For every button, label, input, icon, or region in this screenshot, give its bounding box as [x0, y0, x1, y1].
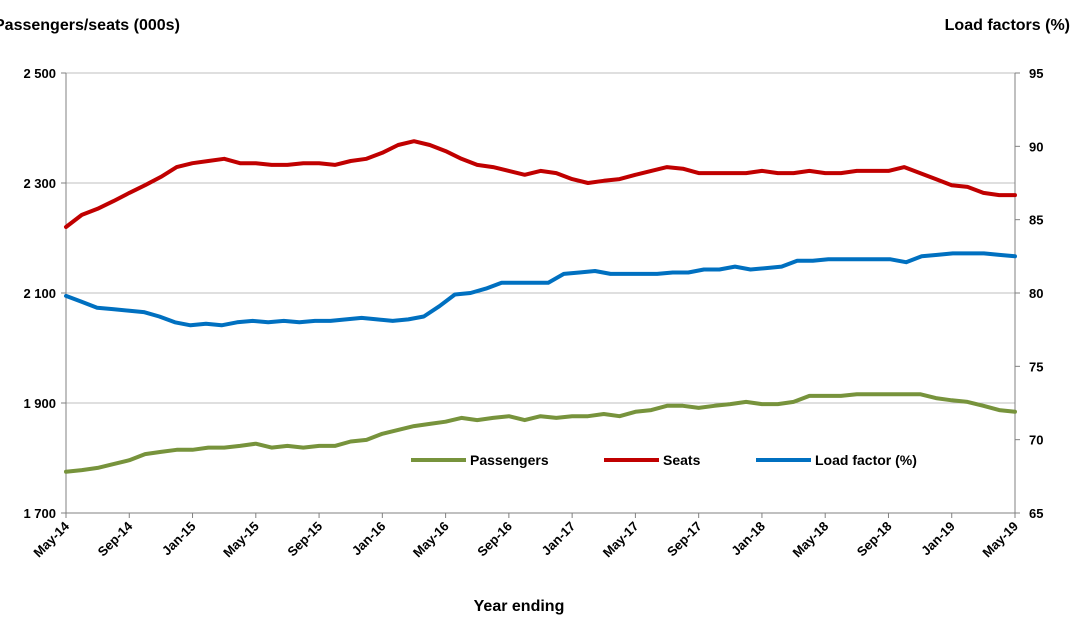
left-tick-label: 1 900	[23, 396, 56, 411]
x-tick-label: May-14	[30, 518, 72, 560]
right-axis-title: Load factors (%)	[945, 17, 1070, 34]
legend-item-load-factor: Load factor (%)	[756, 452, 917, 468]
left-axis-title: Passengers/seats (000s)	[0, 17, 180, 34]
right-tick-label: 65	[1029, 506, 1043, 521]
left-tick-label: 2 100	[23, 286, 56, 301]
series-lines	[64, 139, 1017, 474]
right-tick-label: 75	[1029, 359, 1043, 374]
x-tick-label: May-16	[410, 519, 452, 561]
x-tick-label: May-19	[979, 519, 1021, 561]
x-tick-label: Sep-15	[284, 519, 325, 560]
series-line-load-factor	[64, 251, 1017, 328]
x-tick-label: Sep-17	[664, 519, 705, 560]
x-tick-label: Jan-17	[539, 519, 579, 559]
axes	[61, 72, 1020, 518]
right-tick-label: 90	[1029, 139, 1043, 154]
x-tick-label: May-18	[790, 519, 832, 561]
series-line-passengers	[64, 392, 1017, 474]
legend-label-seats: Seats	[663, 452, 701, 468]
legend: Passengers Seats Load factor (%)	[411, 452, 917, 468]
x-tick-label: Sep-14	[95, 518, 136, 559]
x-tick-label: May-17	[600, 519, 642, 561]
x-axis-title: Year ending	[474, 598, 565, 615]
x-tick-label: Sep-18	[854, 519, 895, 560]
x-tick-label: Jan-18	[728, 519, 768, 559]
left-tick-label: 2 300	[23, 176, 56, 191]
x-tick-label: Sep-16	[474, 519, 515, 560]
x-tick-label: May-15	[220, 519, 262, 561]
left-tick-label: 1 700	[23, 506, 56, 521]
legend-label-passengers: Passengers	[470, 452, 549, 468]
legend-item-seats: Seats	[604, 452, 701, 468]
tick-labels: 1 700 1 900 2 100 2 300 2 500 65 70 75 80 85 90 95 M…	[23, 66, 1043, 560]
legend-label-load-factor: Load factor (%)	[815, 452, 917, 468]
gridlines	[66, 72, 1015, 404]
x-tick-label: Jan-15	[159, 519, 199, 559]
right-tick-label: 70	[1029, 433, 1043, 448]
series-line-seats	[64, 139, 1017, 229]
right-tick-label: 80	[1029, 286, 1043, 301]
right-tick-label: 85	[1029, 213, 1043, 228]
right-tick-label: 95	[1029, 66, 1043, 81]
x-tick-label: Jan-16	[349, 519, 389, 559]
legend-item-passengers: Passengers	[411, 452, 549, 468]
left-tick-label: 2 500	[23, 66, 56, 81]
x-tick-label: Jan-19	[918, 519, 958, 559]
